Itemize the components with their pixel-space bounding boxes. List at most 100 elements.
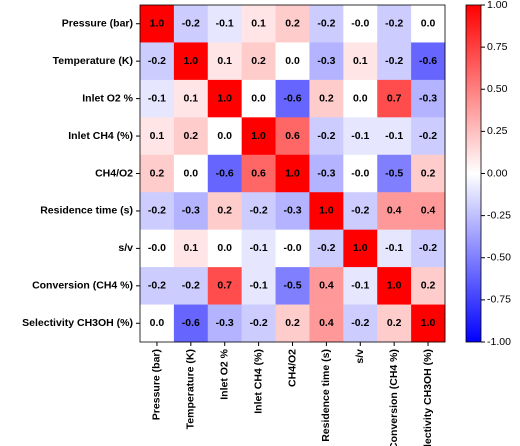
cell-label: -0.1 [351,130,369,142]
y-tick-label: Residence time (s) [40,205,133,217]
heatmap-cell [207,192,242,230]
x-tick-label: Pressure (bar) [151,349,163,420]
cell-label: 0.0 [251,92,266,104]
cell-label: 0.1 [353,55,368,67]
cell-label: -0.6 [283,92,301,104]
x-tick-label: Temperature (K) [185,349,197,429]
colorbar-tick-label: 0.50 [487,83,508,95]
cell-label: -0.6 [419,55,437,67]
x-tick-label: Conversion (CH4 %) [388,349,400,446]
cell-label: -0.2 [317,18,335,30]
colorbar-tick-label: -0.75 [487,294,511,306]
heatmap-cell [377,154,412,193]
heatmap-cell [140,304,175,343]
cell-label: -0.3 [317,55,335,67]
cell-label: 1.0 [353,242,368,254]
cell-label: -0.0 [351,18,369,30]
heatmap-cell [173,229,209,268]
colorbar-tick-label: -1.00 [487,336,511,348]
heatmap-cell [207,5,242,43]
cell-label: 0.2 [319,92,334,104]
heatmap-cell [275,154,310,193]
cell-label: 0.2 [217,205,232,217]
cell-label: -0.2 [351,317,369,329]
heatmap-cell [275,5,310,43]
x-tick-label: s/v [354,349,366,364]
cell-label: -0.3 [182,205,200,217]
cell-label: 0.6 [251,167,266,179]
heatmap-cell [411,5,446,43]
cell-label: 1.0 [251,130,266,142]
cell-label: 0.2 [387,317,402,329]
heatmap-cell [241,117,276,156]
heatmap-cell [343,42,378,81]
cell-label: 0.0 [217,242,232,254]
heatmap-cell [140,117,175,156]
y-tick-label: Conversion (CH4 %) [32,280,133,292]
heatmap-cell [173,267,209,305]
heatmap-cell [411,229,446,268]
heatmap-cell [377,267,412,305]
heatmap-cell [173,79,209,118]
cell-label: -0.2 [419,242,437,254]
heatmap-cell [207,117,242,156]
x-tick-label: Inlet O2 % [219,348,231,399]
heatmap-cell [275,267,310,305]
cell-label: 0.2 [184,130,199,142]
x-tick-label: CH4/O2 [286,349,298,387]
y-tick-label: Pressure (bar) [62,18,133,30]
colorbar-tick-label: 0.75 [487,41,508,53]
cell-label: -0.1 [385,242,403,254]
y-tick-label: CH4/O2 [95,167,133,179]
heatmap-cell [275,192,310,230]
colorbar-tick-label: 1.00 [487,0,508,11]
cell-label: -0.2 [182,18,200,30]
heatmap-cell [377,79,412,118]
heatmap-cell [411,117,446,156]
cell-label: 0.7 [387,92,402,104]
colorbar-tick-label: -0.50 [487,252,511,264]
cell-label: -0.3 [419,92,437,104]
cell-label: 1.0 [387,280,402,292]
y-tick-label: Inlet CH4 (%) [68,130,133,142]
cell-label: -0.2 [250,317,268,329]
heatmap-cell [275,117,310,156]
cell-label: 0.0 [184,167,199,179]
heatmap-cell [343,304,378,343]
heatmap-cell [207,154,242,193]
cell-label: -0.6 [182,317,200,329]
heatmap-cell [343,79,378,118]
heatmap-cell [275,304,310,343]
cell-label: -0.6 [216,167,234,179]
cell-label: -0.1 [351,280,369,292]
cell-label: 0.6 [285,130,300,142]
heatmap-cell [241,5,276,43]
x-tick-label: Inlet CH4 (%) [252,349,264,414]
heatmap-cell [411,42,446,81]
y-tick-label: Inlet O2 % [82,92,133,104]
heatmap-cell [309,267,344,305]
heatmap-cell [241,154,276,193]
heatmap-cell [309,117,344,156]
cell-label: -0.0 [283,242,301,254]
heatmap-cell [343,192,378,230]
colorbar [465,4,482,343]
heatmap-cell [309,5,344,43]
heatmap-cell [275,229,310,268]
cell-label: 0.4 [421,205,436,217]
cell-label: 0.2 [421,167,436,179]
heatmap-cell [207,229,242,268]
heatmap-cell [309,79,344,118]
heatmap-cell [411,267,446,305]
cell-label: -0.2 [148,280,166,292]
cell-label: 0.1 [184,92,199,104]
heatmap-cell [343,229,378,268]
heatmap-cell [309,192,344,230]
heatmap-cell [309,42,344,81]
cell-label: 1.0 [319,205,334,217]
plot-frame [139,4,446,343]
cell-label: -0.2 [385,18,403,30]
heatmap-cell [343,267,378,305]
cell-label: 1.0 [421,317,436,329]
